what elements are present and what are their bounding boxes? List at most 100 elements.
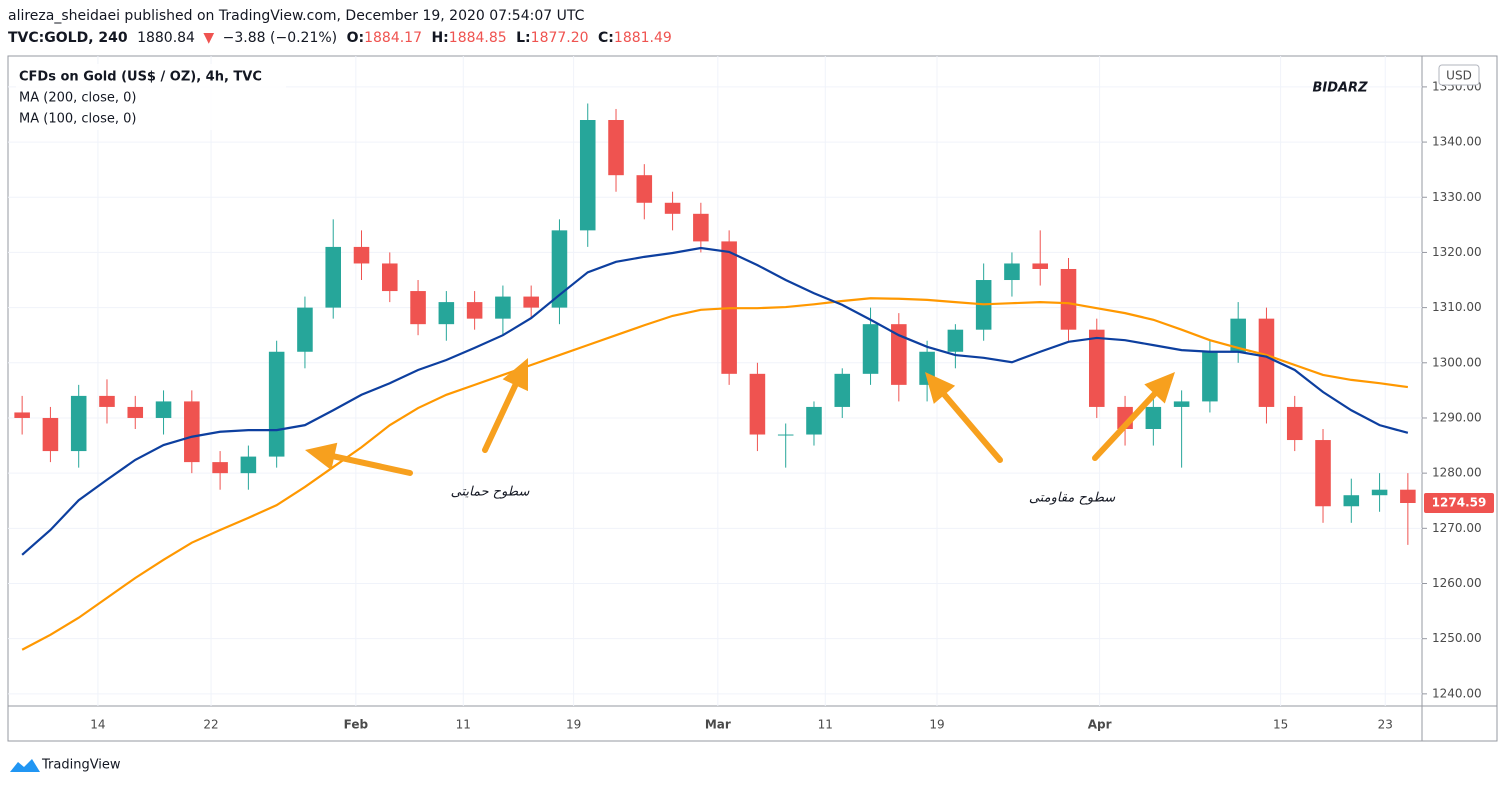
last-price-label: 1274.59 — [1432, 495, 1487, 509]
y-tick-label: 1340.00 — [1432, 135, 1482, 149]
quote-line: TVC:GOLD, 240 1880.84 ▼ −3.88 (−0.21%) O… — [8, 30, 672, 46]
candle-body — [608, 120, 624, 176]
candle-body — [99, 395, 115, 407]
symbol: TVC:GOLD, 240 — [8, 30, 128, 46]
publisher: alireza_sheidaei published on TradingVie… — [8, 8, 585, 24]
h-label: H: — [431, 30, 448, 46]
logo-left: BID — [1312, 81, 1338, 96]
x-tick-label: 22 — [203, 718, 218, 732]
x-tick-label: 19 — [566, 718, 581, 732]
legend-ma200: MA (200, close, 0) — [19, 91, 136, 106]
x-tick-label: Mar — [705, 718, 731, 732]
x-tick-label: 23 — [1378, 718, 1393, 732]
candle-body — [14, 412, 30, 418]
y-tick-label: 1310.00 — [1432, 300, 1482, 314]
tv-icon — [10, 759, 40, 772]
candle-body — [551, 230, 568, 308]
candle-body — [1004, 263, 1020, 281]
frame — [7, 55, 1498, 742]
currency-box[interactable] — [1438, 64, 1480, 86]
y-tick-label: 1290.00 — [1432, 410, 1482, 424]
candle-body — [891, 324, 907, 385]
candle-body — [1343, 495, 1360, 507]
candle-body — [1060, 268, 1077, 330]
y-tick-label: 1300.00 — [1432, 355, 1482, 369]
footer-logo: TradingView — [10, 758, 121, 773]
candle-body — [834, 373, 851, 407]
x-tick-label: Feb — [344, 718, 369, 732]
legend-bg — [16, 64, 286, 130]
candle-body — [636, 175, 653, 203]
resistance-note: سطوح مقاومتی — [1029, 491, 1116, 506]
c-label: C: — [598, 30, 614, 46]
o-label: O: — [347, 30, 365, 46]
candle-body — [1315, 440, 1331, 507]
candle-body — [184, 401, 200, 463]
candle-body — [862, 324, 879, 374]
moving-average — [21, 246, 1409, 556]
last-price-badge — [1424, 492, 1494, 513]
overlay: CFDs on Gold (US$ / OZ), 4h, TVC MA (200… — [16, 64, 1494, 513]
x-tick-label: Apr — [1088, 718, 1112, 732]
x-tick-label: 14 — [90, 718, 105, 732]
high: 1884.85 — [449, 30, 507, 46]
x-tick-label: 11 — [456, 718, 471, 732]
close: 1881.49 — [614, 30, 672, 46]
candle-body — [268, 351, 285, 457]
candle-body — [240, 456, 257, 474]
low: 1877.20 — [531, 30, 589, 46]
currency: USD — [1446, 69, 1472, 83]
candle-body — [1089, 329, 1105, 407]
candle-body — [777, 434, 794, 436]
candle-body — [438, 302, 455, 325]
candle-body — [579, 120, 596, 231]
candle-body — [155, 401, 172, 418]
candle-body — [1400, 489, 1416, 503]
candle-body — [1230, 318, 1246, 352]
candle-body — [1258, 318, 1275, 407]
footer: TradingView — [41, 758, 121, 773]
support-note: سطوح حمایتی — [451, 485, 531, 500]
moving-average — [21, 297, 1409, 651]
arrow-head — [305, 442, 338, 471]
x-tick-label: 19 — [929, 718, 944, 732]
candle-body — [947, 329, 964, 352]
candle-body — [664, 202, 681, 214]
candle-body — [495, 296, 511, 319]
candle-body — [523, 296, 539, 308]
candle-body — [466, 302, 483, 319]
candle-body — [1371, 489, 1388, 496]
plot — [14, 103, 1416, 651]
candle-body — [212, 462, 228, 474]
candle-body — [693, 213, 709, 242]
x-tick-label: 11 — [818, 718, 833, 732]
candle-body — [353, 246, 370, 264]
candle-body — [382, 263, 398, 292]
candle-body — [325, 246, 341, 308]
y-tick-label: 1330.00 — [1432, 190, 1482, 204]
candle-body — [1173, 401, 1190, 407]
arrow-shaft — [1092, 390, 1158, 461]
candle-body — [1145, 406, 1162, 430]
l-label: L: — [516, 30, 531, 46]
candle-body — [749, 373, 766, 435]
y-tick-label: 1250.00 — [1432, 631, 1482, 645]
x-tick-label: 15 — [1273, 718, 1288, 732]
y-tick-label: 1260.00 — [1432, 576, 1482, 590]
logo-right: ARZ — [1337, 81, 1368, 96]
candle-body — [297, 307, 313, 352]
candle-body — [806, 406, 822, 435]
open: 1884.17 — [364, 30, 422, 46]
arrow-shaft — [331, 453, 413, 476]
candle-body — [410, 291, 426, 325]
candle-body — [70, 395, 87, 452]
chart-title: CFDs on Gold (US$ / OZ), 4h, TVC — [19, 70, 262, 85]
change: −3.88 (−0.21%) — [223, 30, 337, 46]
arrow-shaft — [941, 391, 1003, 463]
y-tick-label: 1270.00 — [1432, 521, 1482, 535]
arrow-head — [1144, 372, 1175, 404]
legend-ma100: MA (100, close, 0) — [19, 112, 136, 127]
candle-body — [1286, 406, 1303, 441]
last: 1880.84 — [137, 30, 195, 46]
